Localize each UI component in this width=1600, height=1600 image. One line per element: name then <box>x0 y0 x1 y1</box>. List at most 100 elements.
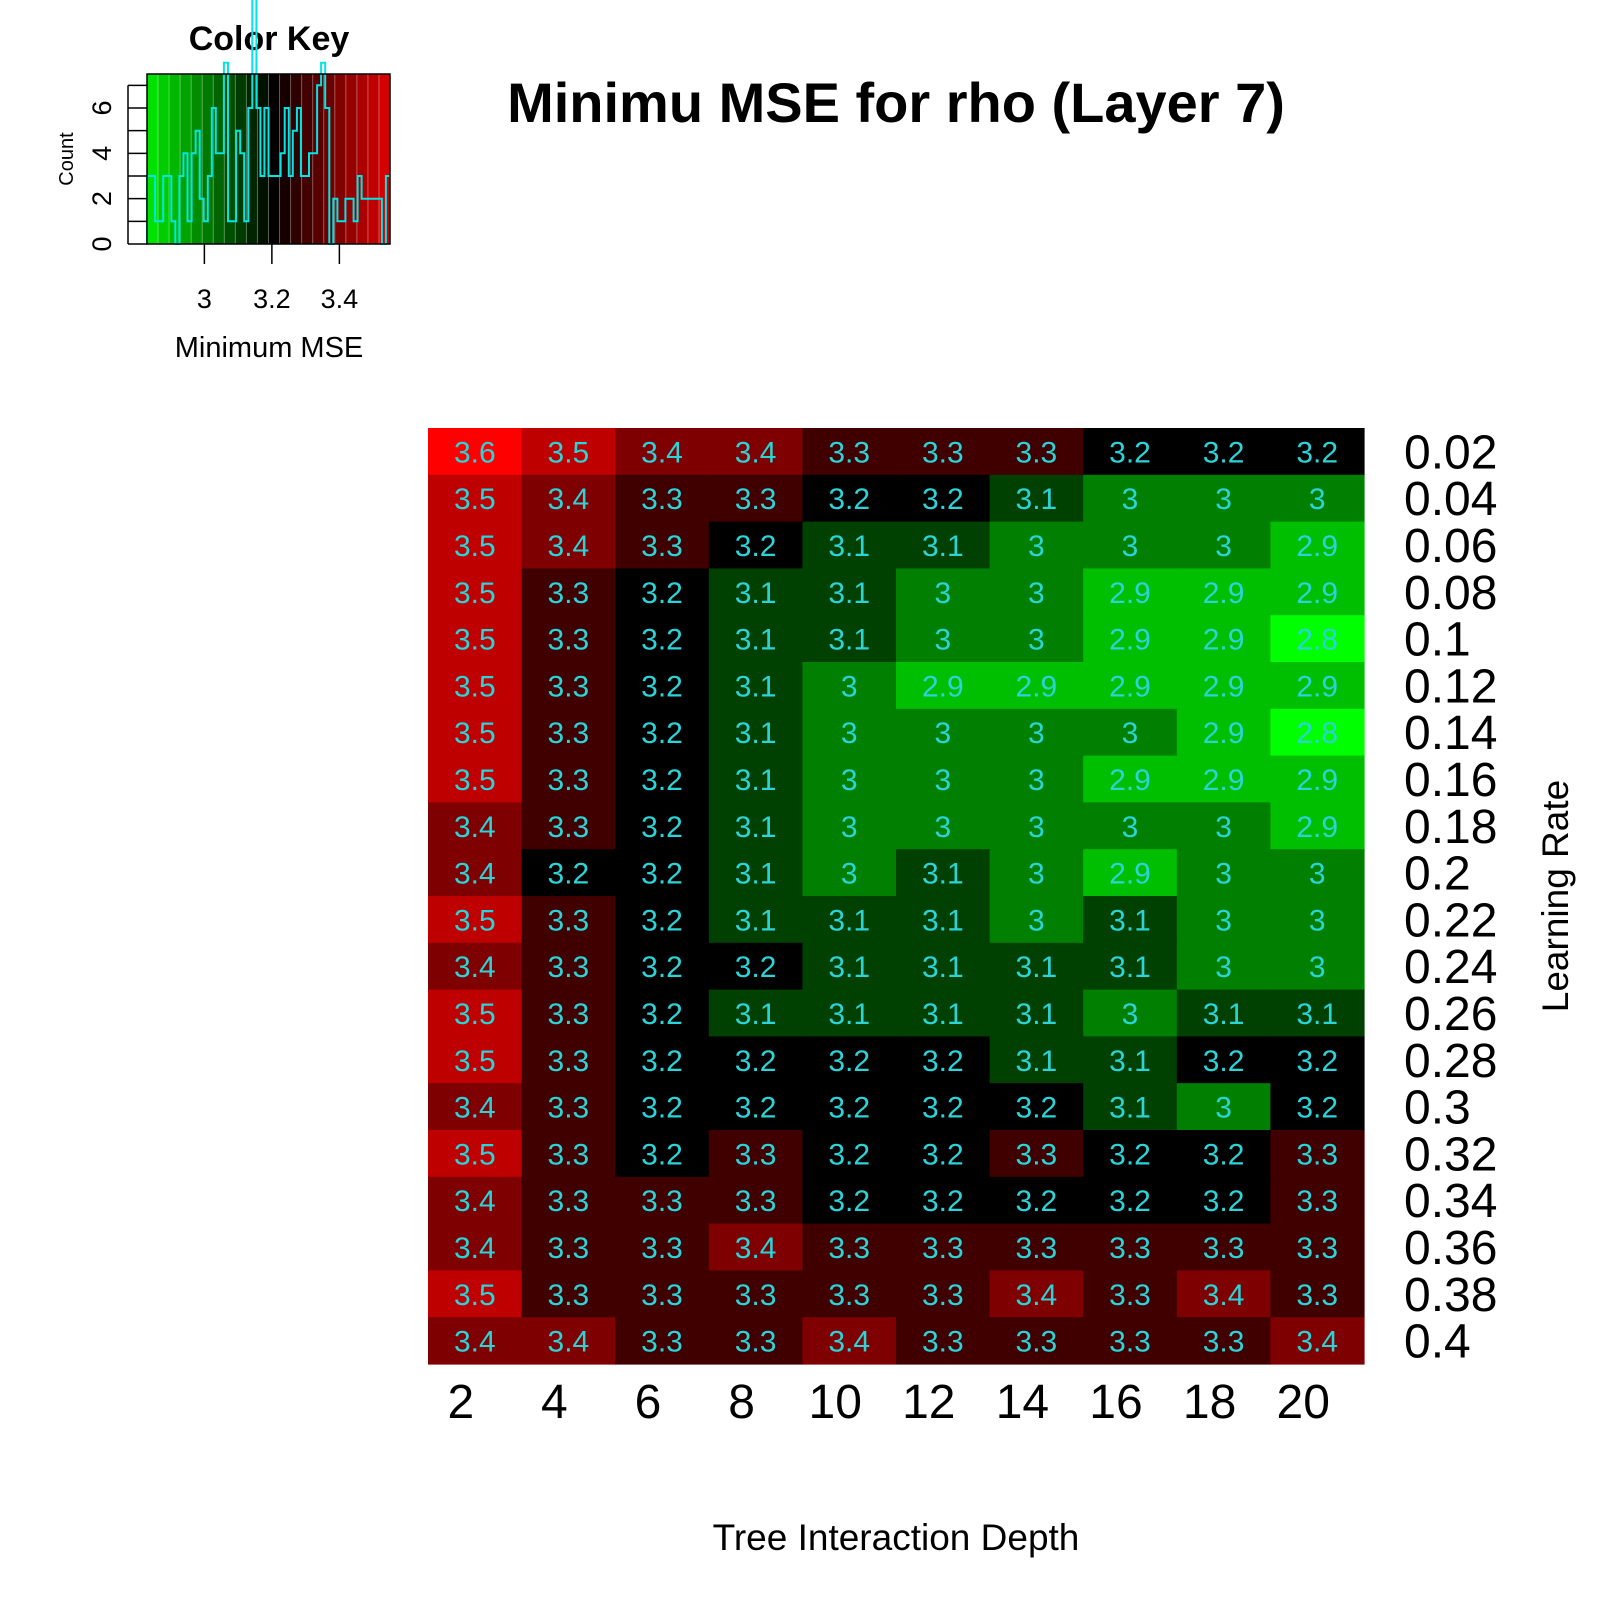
heatmap-cell <box>1083 1130 1178 1178</box>
heatmap-cell <box>428 755 523 803</box>
heatmap-cell <box>521 615 616 663</box>
heatmap-cell <box>428 428 523 476</box>
cell-value-label: 3 <box>841 670 858 703</box>
cell-value-label: 3.1 <box>828 998 870 1031</box>
heatmap-cell <box>615 1083 710 1131</box>
heatmap-cell <box>896 1317 991 1365</box>
cell-value-label: 3.3 <box>735 1279 777 1312</box>
heatmap-cell <box>989 474 1084 523</box>
heatmap-cell <box>1270 568 1365 616</box>
cell-value-label: 3.2 <box>922 1185 964 1218</box>
y-tick-label: 0.38 <box>1404 1269 1497 1322</box>
cell-value-label: 3.4 <box>454 1232 496 1265</box>
cell-value-label: 3.4 <box>548 1326 590 1359</box>
cell-value-label: 3 <box>1215 483 1232 516</box>
cell-value-label: 3.2 <box>641 670 683 703</box>
heatmap-cell <box>1176 428 1271 476</box>
heatmap-cell <box>1083 849 1178 897</box>
color-key-x-tick-label: 3.4 <box>321 284 359 314</box>
y-tick-label: 0.28 <box>1404 1035 1497 1088</box>
cell-value-label: 3.3 <box>548 670 590 703</box>
cell-value-label: 3.1 <box>922 998 964 1031</box>
heatmap-cell <box>428 849 523 897</box>
heatmap-cell <box>521 521 616 569</box>
cell-value-label: 3.2 <box>735 951 777 984</box>
heatmap-cell <box>615 802 710 850</box>
cell-value-label: 3.1 <box>828 530 870 563</box>
heatmap-cell <box>615 474 710 523</box>
cell-value-label: 3.2 <box>641 764 683 797</box>
heatmap-cell <box>521 1036 616 1084</box>
cell-value-label: 3.1 <box>735 717 777 750</box>
heatmap-cell <box>989 615 1084 663</box>
heatmap-cell <box>1176 989 1271 1037</box>
heatmap-cell <box>1083 802 1178 850</box>
cell-value-label: 2.9 <box>1016 670 1058 703</box>
cell-value-label: 3.2 <box>641 998 683 1031</box>
cell-value-label: 3.3 <box>548 1279 590 1312</box>
cell-value-label: 3.1 <box>1016 483 1058 516</box>
heatmap-cell <box>896 849 991 897</box>
heatmap-cell <box>1270 942 1365 991</box>
cell-value-label: 3 <box>1122 717 1139 750</box>
cell-value-label: 3.3 <box>735 1185 777 1218</box>
y-tick-label: 0.02 <box>1404 426 1497 479</box>
heatmap-cell <box>521 942 616 991</box>
heatmap-cell <box>428 802 523 850</box>
heatmap-cell <box>428 1036 523 1084</box>
cell-value-label: 3.3 <box>641 1185 683 1218</box>
cell-value-label: 3 <box>934 811 951 844</box>
heatmap-cell <box>896 1270 991 1318</box>
heatmap-cell <box>428 521 523 569</box>
cell-value-label: 2.9 <box>1109 624 1151 657</box>
heatmap-cell <box>521 662 616 710</box>
cell-value-label: 3.3 <box>641 1232 683 1265</box>
color-key-swatch <box>268 74 281 244</box>
cell-value-label: 3.5 <box>454 483 496 516</box>
color-key-swatch <box>213 74 225 244</box>
color-key-x-axis: 3 3.2 3.4 <box>197 244 358 314</box>
cell-value-label: 3.5 <box>454 1045 496 1078</box>
heatmap-cell <box>428 1270 523 1318</box>
cell-value-label: 3.2 <box>1203 436 1245 469</box>
heatmap-cell <box>708 1176 803 1225</box>
cell-value-label: 3.4 <box>828 1326 870 1359</box>
heatmap-cell <box>521 428 616 476</box>
heatmap-cell <box>989 1317 1084 1365</box>
y-tick-label: 0.36 <box>1404 1222 1497 1275</box>
color-key-swatch <box>290 74 303 244</box>
cell-value-label: 3.1 <box>922 858 964 891</box>
color-key-y-label: Count <box>56 132 78 186</box>
y-tick-label: 0.4 <box>1404 1316 1471 1369</box>
heatmap-cell <box>1083 1083 1178 1131</box>
heatmap-cell <box>615 942 710 991</box>
color-key-swatch <box>334 74 347 244</box>
cell-value-label: 3.2 <box>828 483 870 516</box>
x-tick-label: 2 <box>447 1376 474 1429</box>
cell-value-label: 3.3 <box>735 483 777 516</box>
chart-title: Minimu MSE for rho (Layer 7) <box>507 71 1285 134</box>
cell-value-label: 2.9 <box>1296 530 1338 563</box>
cell-value-label: 3.2 <box>922 1045 964 1078</box>
heatmap-cell <box>1176 1270 1271 1318</box>
color-key-swatch <box>367 74 380 244</box>
cell-value-label: 3.2 <box>1296 1045 1338 1078</box>
y-tick-labels: 0.020.040.060.080.10.120.140.160.180.20.… <box>1404 426 1497 1368</box>
cell-value-label: 3.2 <box>1016 1185 1058 1218</box>
heatmap-cell <box>896 568 991 616</box>
cell-value-label: 3.1 <box>735 998 777 1031</box>
heatmap-cell <box>1270 1036 1365 1084</box>
heatmap-cell <box>615 1130 710 1178</box>
cell-value-label: 3.3 <box>548 904 590 937</box>
heatmap-cell <box>1270 896 1365 944</box>
heatmap-cell <box>428 989 523 1037</box>
heatmap-cell <box>521 1270 616 1318</box>
heatmap-cell <box>1270 615 1365 663</box>
heatmap-cell <box>1083 521 1178 569</box>
heatmap-cell <box>989 568 1084 616</box>
cell-value-label: 3 <box>841 811 858 844</box>
heatmap-cell <box>802 568 897 616</box>
color-key-title: Color Key <box>189 20 350 58</box>
heatmap-cell <box>802 521 897 569</box>
